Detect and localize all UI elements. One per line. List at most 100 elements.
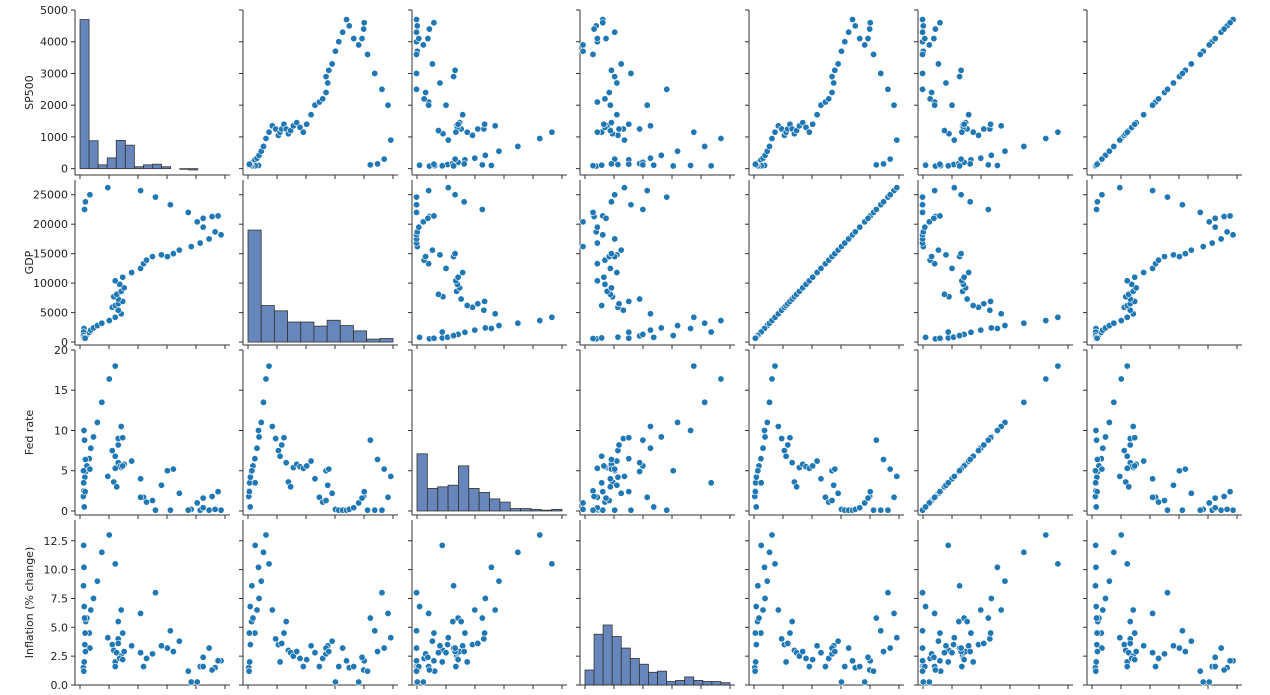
scatter-point xyxy=(1092,479,1100,487)
scatter-point xyxy=(717,135,725,143)
scatter-point xyxy=(636,468,644,476)
scatter-point xyxy=(1001,577,1009,585)
scatter-point xyxy=(430,160,438,168)
scatter-point xyxy=(471,154,479,162)
scatter-point xyxy=(890,609,898,617)
hist-bar-inflation-change xyxy=(593,633,604,686)
scatter-point xyxy=(851,22,859,30)
y-axis-label-inflation-change: Inflation (% change) xyxy=(23,547,36,658)
scatter-point xyxy=(1099,444,1107,452)
scatter-point xyxy=(782,658,790,666)
scatter-point xyxy=(387,472,395,480)
scatter-point xyxy=(646,122,654,130)
scatter-point xyxy=(650,503,658,511)
scatter-point xyxy=(1093,473,1101,481)
scatter-point xyxy=(893,184,901,192)
scatter-point xyxy=(205,644,213,652)
scatter-point xyxy=(1126,441,1134,449)
scatter-point xyxy=(601,95,609,103)
scatter-point xyxy=(620,184,628,192)
scatter-point xyxy=(413,208,421,216)
scatter-point xyxy=(625,160,633,168)
panel-r2-c6 xyxy=(1083,349,1242,519)
scatter-point xyxy=(265,362,273,370)
scatter-point xyxy=(442,264,450,272)
scatter-point xyxy=(997,310,1005,318)
scatter-point xyxy=(599,19,607,27)
scatter-point xyxy=(611,465,619,473)
scatter-point xyxy=(997,606,1005,614)
scatter-point xyxy=(111,277,119,285)
scatter-point xyxy=(249,614,257,622)
scatter-point xyxy=(307,111,315,119)
hist-bar-fed-rate xyxy=(499,501,511,512)
scatter-point xyxy=(751,667,759,675)
scatter-point xyxy=(600,120,608,128)
scatter-point xyxy=(977,154,985,162)
scatter-point xyxy=(944,162,952,170)
scatter-point xyxy=(450,582,458,590)
scatter-point xyxy=(984,205,992,213)
scatter-point xyxy=(987,297,995,305)
scatter-point xyxy=(957,644,965,652)
scatter-point xyxy=(80,658,88,666)
scatter-point xyxy=(89,594,97,602)
hist-bar-fed-rate xyxy=(416,453,428,512)
scatter-point xyxy=(364,506,372,514)
scatter-point xyxy=(114,618,122,626)
scatter-point xyxy=(413,28,421,36)
scatter-point xyxy=(311,475,319,483)
y-axis-labels: SP500 GDP Fed rate Inflation (% change) xyxy=(23,75,36,658)
scatter-point xyxy=(922,333,930,341)
scatter-point xyxy=(514,142,522,150)
scatter-point xyxy=(487,161,495,169)
scatter-point xyxy=(602,214,610,222)
scatter-point xyxy=(246,503,254,511)
scatter-point xyxy=(919,50,927,58)
scatter-point xyxy=(950,634,958,642)
y-tick-label: 2.5 xyxy=(51,650,69,663)
panel-r2-c1 xyxy=(239,349,398,519)
scatter-point xyxy=(1163,193,1171,201)
y-tick-label: 0.0 xyxy=(51,679,69,692)
hist-bar-gdp xyxy=(300,321,315,343)
hist-bar-fed-rate xyxy=(447,484,459,512)
scatter-point xyxy=(765,398,773,406)
scatter-point xyxy=(1054,128,1062,136)
scatter-point xyxy=(830,481,838,489)
scatter-point xyxy=(245,667,253,675)
scatter-point xyxy=(919,627,927,635)
scatter-point xyxy=(617,489,625,497)
scatter-point xyxy=(86,465,94,473)
scatter-point xyxy=(481,594,489,602)
scatter-point xyxy=(303,462,311,470)
scatter-point xyxy=(205,506,213,514)
y-axis-label-sp500: SP500 xyxy=(23,75,36,110)
scatter-point xyxy=(765,548,773,556)
scatter-point xyxy=(430,19,438,27)
scatter-point xyxy=(987,120,995,128)
scatter-point xyxy=(272,635,280,643)
scatter-point xyxy=(454,656,462,664)
scatter-point xyxy=(157,481,165,489)
scatter-point xyxy=(424,653,432,661)
scatter-point xyxy=(416,333,424,341)
scatter-point xyxy=(687,426,695,434)
hist-bar-gdp xyxy=(260,305,275,343)
hist-bar-fed-rate xyxy=(478,492,490,512)
scatter-point xyxy=(371,506,379,514)
scatter-point xyxy=(1116,136,1124,144)
scatter-point xyxy=(611,28,619,36)
scatter-point xyxy=(813,457,821,465)
scatter-point xyxy=(646,310,654,318)
scatter-point xyxy=(1226,657,1234,665)
scatter-point xyxy=(950,136,958,144)
scatter-point xyxy=(763,577,771,585)
scatter-point xyxy=(495,577,503,585)
panel-r1-c3 xyxy=(576,180,735,349)
scatter-point xyxy=(919,85,927,93)
scatter-point xyxy=(986,306,994,314)
hist-bar-fed-rate xyxy=(540,509,553,512)
scatter-point xyxy=(428,637,436,645)
scatter-point xyxy=(217,231,225,239)
